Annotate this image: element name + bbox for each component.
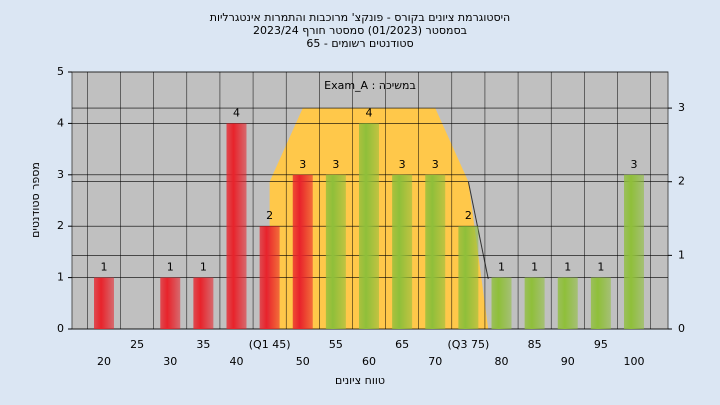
x-tick-label: 55 <box>329 338 343 351</box>
data-label: 4 <box>233 106 240 119</box>
y2-tick-label: 2 <box>678 175 685 188</box>
annotation: Exam_A : במשיכה <box>324 79 416 92</box>
y-tick-label: 4 <box>57 116 64 129</box>
data-label: 1 <box>597 261 604 274</box>
x-tick-label: 85 <box>528 338 542 351</box>
chart-subtitle: בסמסטר (01/2023) סמסטר חורף 2023/24 <box>253 24 467 37</box>
bar <box>524 277 545 329</box>
data-label: 1 <box>200 261 207 274</box>
data-label: 2 <box>465 209 472 222</box>
bar <box>590 277 611 329</box>
x-tick-label: 90 <box>561 355 575 368</box>
x-tick-label: 25 <box>130 338 144 351</box>
data-label: 3 <box>399 158 406 171</box>
data-label: 1 <box>101 261 108 274</box>
x-tick-label: (Q1 45) <box>249 338 291 351</box>
x-tick-label: 100 <box>624 355 645 368</box>
y2-tick-label: 0 <box>678 322 685 335</box>
y-tick-label: 1 <box>57 271 64 284</box>
bar <box>193 277 214 329</box>
bar <box>94 277 114 329</box>
y2-tick-label: 1 <box>678 248 685 261</box>
data-label: 2 <box>266 209 273 222</box>
bar <box>425 174 446 329</box>
data-label: 1 <box>498 261 505 274</box>
y-tick-label: 2 <box>57 219 64 232</box>
data-label: 3 <box>432 158 439 171</box>
bar <box>259 226 280 329</box>
y-tick-label: 3 <box>57 168 64 181</box>
data-label: 3 <box>631 158 638 171</box>
x-tick-label: 95 <box>594 338 608 351</box>
data-label: 1 <box>564 261 571 274</box>
x-tick-label: 60 <box>362 355 376 368</box>
x-tick-label: (Q3 75) <box>448 338 490 351</box>
y2-tick-label: 3 <box>678 101 685 114</box>
bar <box>624 174 644 329</box>
bar <box>292 174 313 329</box>
bar <box>325 174 346 329</box>
x-tick-label: 80 <box>495 355 509 368</box>
x-tick-label: 65 <box>395 338 409 351</box>
data-label: 3 <box>299 158 306 171</box>
bar <box>226 123 247 330</box>
bar <box>359 123 379 330</box>
x-tick-label: 30 <box>163 355 177 368</box>
bar <box>491 277 512 329</box>
chart-subtitle: סטודנטים רשומים - 65 <box>306 37 413 50</box>
y-tick-label: 5 <box>57 65 64 78</box>
chart-title: היסטוגרמת ציונים בקורס - פונקצ' מרוכבות … <box>210 11 511 24</box>
data-label: 3 <box>332 158 339 171</box>
bar <box>160 277 181 329</box>
y-tick-label: 0 <box>57 322 64 335</box>
x-tick-label: 20 <box>97 355 111 368</box>
data-label: 4 <box>366 106 373 119</box>
data-label: 1 <box>531 261 538 274</box>
bar <box>557 277 578 329</box>
bar <box>392 174 413 329</box>
x-tick-label: 50 <box>296 355 310 368</box>
x-tick-label: 70 <box>428 355 442 368</box>
x-tick-label: 35 <box>196 338 210 351</box>
data-label: 1 <box>167 261 174 274</box>
y-axis-label: מספר סטודנטים <box>29 162 42 238</box>
bar <box>458 226 479 329</box>
x-axis-label: טווח ציונים <box>335 374 385 387</box>
x-tick-label: 40 <box>230 355 244 368</box>
